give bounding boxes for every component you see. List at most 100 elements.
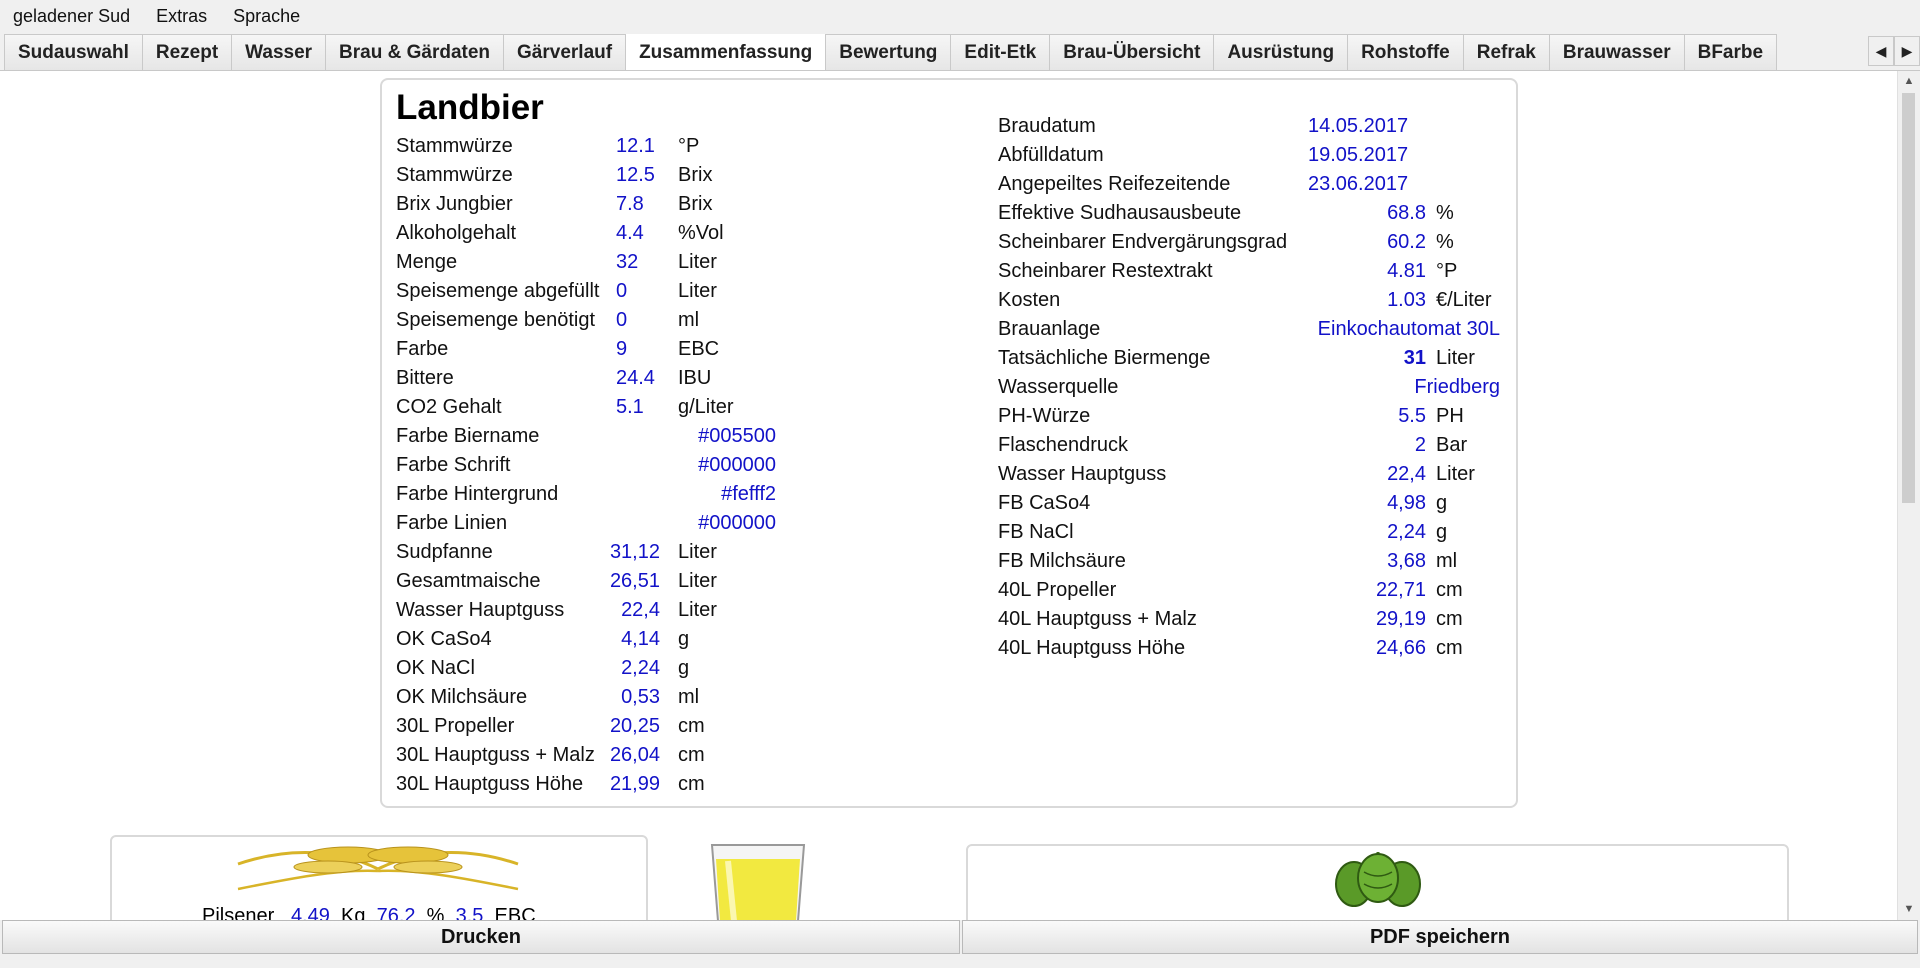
wheat-icon (237, 846, 519, 891)
malt-card: Pilsener 4.49 Kg 76.2 % 3.5 EBC (110, 835, 648, 920)
summary-value: 12.1 (616, 135, 655, 157)
tab-13[interactable]: BFarbe (1683, 34, 1778, 70)
summary-row: Farbe Schrift #000000 (396, 451, 776, 480)
menu-geladener-sud[interactable]: geladener Sud (13, 6, 131, 26)
summary-value: 4.81 (1387, 260, 1426, 282)
tab-12[interactable]: Brauwasser (1548, 34, 1685, 70)
summary-unit: ml (1436, 550, 1458, 572)
summary-label: Wasser Hauptguss (998, 463, 1167, 485)
summary-value: 24.4 (616, 367, 655, 389)
summary-unit: g (1436, 521, 1448, 543)
summary-label: CO2 Gehalt (396, 396, 502, 418)
scroll-thumb[interactable] (1902, 93, 1915, 503)
summary-label: Stammwürze (396, 135, 513, 157)
summary-label: FB NaCl (998, 521, 1074, 543)
summary-row: Farbe 9 EBC (396, 335, 776, 364)
summary-row: FB NaCl 2,24 g (998, 518, 1508, 547)
summary-unit: g (678, 628, 690, 650)
summary-label: PH-Würze (998, 405, 1091, 427)
summary-label: Scheinbarer Endvergärungsgrad (998, 231, 1288, 253)
summary-label: Speisemenge abgefüllt (396, 280, 600, 302)
summary-value: Friedberg (1414, 376, 1500, 398)
summary-unit: % (1436, 231, 1454, 253)
vertical-scrollbar[interactable]: ▲ ▼ (1897, 71, 1920, 920)
tab-2[interactable]: Wasser (231, 34, 327, 70)
status-bar (0, 954, 1920, 968)
summary-unit: Bar (1436, 434, 1468, 456)
summary-label: Kosten (998, 289, 1061, 311)
summary-label: 40L Hauptguss Höhe (998, 637, 1186, 659)
summary-row: Brauanlage Einkochautomat 30L (998, 315, 1508, 344)
summary-row: Abfülldatum 19.05.2017 (998, 141, 1508, 170)
summary-value: 31 (1403, 347, 1426, 369)
summary-row: Kosten 1.03 €/Liter (998, 286, 1508, 315)
summary-value: 0,53 (621, 686, 660, 708)
tab-scroll-left-icon[interactable]: ◀ (1868, 36, 1894, 66)
summary-label: Sudpfanne (396, 541, 493, 563)
summary-label: FB Milchsäure (998, 550, 1126, 572)
summary-unit: g/Liter (678, 396, 734, 418)
summary-row: Scheinbarer Restextrakt 4.81 °P (998, 257, 1508, 286)
summary-unit: cm (678, 744, 705, 766)
tab-3[interactable]: Brau & Gärdaten (325, 34, 505, 70)
summary-label: Bittere (396, 367, 454, 389)
summary-label: Farbe (396, 338, 449, 360)
tab-6[interactable]: Bewertung (825, 34, 952, 70)
menu-bar: geladener Sud Extras Sprache (0, 0, 1920, 32)
summary-unit: ml (678, 686, 700, 708)
summary-row: 40L Hauptguss + Malz 29,19 cm (998, 605, 1508, 634)
summary-row: Angepeiltes Reifezeitende 23.06.2017 (998, 170, 1508, 199)
summary-unit: Brix (678, 193, 713, 215)
menu-sprache[interactable]: Sprache (233, 6, 301, 26)
tab-11[interactable]: Refrak (1462, 34, 1550, 70)
summary-label: OK Milchsäure (396, 686, 528, 708)
summary-row: Wasser Hauptguss 22,4 Liter (396, 596, 776, 625)
summary-row: Alkoholgehalt 4.4 %Vol (396, 219, 776, 248)
tab-5[interactable]: Zusammenfassung (625, 34, 827, 70)
tab-scroll-right-icon[interactable]: ▶ (1894, 36, 1920, 66)
summary-row: 40L Propeller 22,71 cm (998, 576, 1508, 605)
scroll-down-icon[interactable]: ▼ (1903, 903, 1915, 915)
summary-value: #fefff2 (721, 483, 776, 505)
tab-4[interactable]: Gärverlauf (503, 34, 627, 70)
summary-label: Farbe Schrift (396, 454, 511, 476)
tab-1[interactable]: Rezept (141, 34, 233, 70)
summary-value: 20,25 (609, 715, 660, 737)
summary-value: 26,51 (609, 570, 660, 592)
save-pdf-button[interactable]: PDF speichern (962, 920, 1918, 954)
summary-label: Farbe Hintergrund (396, 483, 559, 505)
tab-10[interactable]: Rohstoffe (1347, 34, 1464, 70)
summary-value: Einkochautomat 30L (1317, 318, 1500, 340)
print-button[interactable]: Drucken (2, 920, 960, 954)
summary-row: FB Milchsäure 3,68 ml (998, 547, 1508, 576)
summary-unit: EBC (678, 338, 720, 360)
scroll-up-icon[interactable]: ▲ (1903, 75, 1915, 87)
tab-8[interactable]: Brau-Übersicht (1049, 34, 1215, 70)
hops-card (966, 844, 1789, 920)
tab-list: Sudauswahl Rezept Wasser Brau & Gärdaten Gär… (4, 34, 1874, 70)
summary-value: 60.2 (1387, 231, 1426, 253)
tab-0[interactable]: Sudauswahl (4, 34, 143, 70)
summary-value: 2 (1414, 434, 1426, 456)
summary-page: Landbier Stammwürze 12.1 °P Stammwürze 12.5 B… (0, 71, 1897, 920)
summary-unit: °P (1436, 260, 1458, 282)
menu-extras[interactable]: Extras (156, 6, 208, 26)
summary-value: 23.06.2017 (1308, 173, 1409, 195)
summary-unit: g (678, 657, 690, 679)
summary-value: #000000 (698, 512, 776, 534)
summary-unit: cm (1436, 579, 1463, 601)
summary-value: 22,4 (1387, 463, 1426, 485)
summary-value: 7.8 (616, 193, 644, 215)
summary-row: CO2 Gehalt 5.1 g/Liter (396, 393, 776, 422)
tab-9[interactable]: Ausrüstung (1213, 34, 1349, 70)
summary-row: 30L Hauptguss + Malz 26,04 cm (396, 741, 776, 770)
summary-row: Stammwürze 12.5 Brix (396, 161, 776, 190)
summary-value: 22,71 (1375, 579, 1426, 601)
summary-row: FB CaSo4 4,98 g (998, 489, 1508, 518)
summary-value: 4,98 (1387, 492, 1426, 514)
summary-unit: cm (678, 715, 705, 737)
tab-7[interactable]: Edit-Etk (950, 34, 1051, 70)
summary-panel: Landbier Stammwürze 12.1 °P Stammwürze 12.5 B… (380, 78, 1518, 808)
summary-unit: Brix (678, 164, 713, 186)
summary-label: FB CaSo4 (998, 492, 1091, 514)
